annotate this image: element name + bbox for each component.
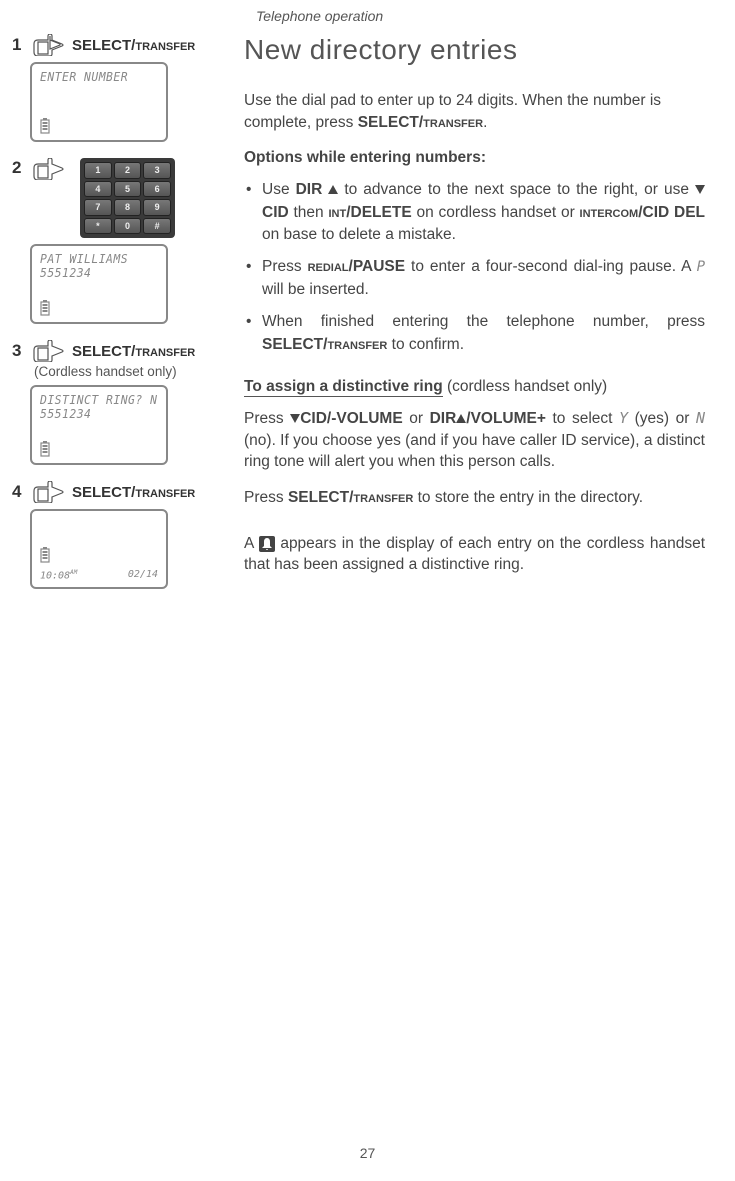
key: 0 bbox=[114, 218, 142, 235]
option-item: Press redial/PAUSE to enter a four-secon… bbox=[244, 256, 705, 301]
key: 6 bbox=[143, 181, 171, 198]
step-sublabel: (Cordless handset only) bbox=[34, 364, 222, 379]
lcd-line: ENTER NUMBER bbox=[40, 70, 152, 84]
option-item: When finished entering the telephone num… bbox=[244, 311, 705, 356]
step-number: 3 bbox=[12, 341, 26, 361]
page-title: New directory entries bbox=[244, 34, 705, 66]
step-number: 1 bbox=[12, 35, 26, 55]
intro-paragraph: Use the dial pad to enter up to 24 digit… bbox=[244, 90, 705, 133]
pointing-hand-icon bbox=[32, 34, 66, 56]
pointing-hand-icon bbox=[32, 481, 66, 503]
pointing-hand-icon bbox=[32, 340, 66, 362]
down-arrow-icon bbox=[695, 185, 705, 194]
battery-icon bbox=[40, 118, 50, 134]
steps-column: 1 SELECT/transfer ENTER NUMBER bbox=[12, 34, 222, 605]
up-arrow-icon bbox=[328, 185, 338, 194]
options-header: Options while entering numbers: bbox=[244, 147, 705, 169]
lcd-line: 5551234 bbox=[40, 407, 152, 421]
battery-icon bbox=[40, 547, 50, 563]
key: 3 bbox=[143, 162, 171, 179]
lcd-screen-1: ENTER NUMBER bbox=[30, 62, 168, 142]
distinctive-p3: A appears in the display of each entry o… bbox=[244, 533, 705, 576]
content-column: New directory entries Use the dial pad t… bbox=[244, 34, 705, 605]
bell-icon bbox=[259, 536, 275, 552]
down-arrow-icon bbox=[290, 414, 300, 423]
key: 1 bbox=[84, 162, 112, 179]
key: 8 bbox=[114, 199, 142, 216]
battery-icon bbox=[40, 300, 50, 316]
lcd-screen-2: PAT WILLIAMS 5551234 bbox=[30, 244, 168, 324]
key: # bbox=[143, 218, 171, 235]
lcd-line: DISTINCT RING? N bbox=[40, 393, 152, 407]
battery-icon bbox=[40, 441, 50, 457]
section-header: Telephone operation bbox=[256, 8, 705, 24]
step-3: 3 SELECT/transfer (Cordless handset only… bbox=[12, 340, 222, 465]
lcd-screen-4: 10:08AM 02/14 bbox=[30, 509, 168, 589]
step-number: 4 bbox=[12, 482, 26, 502]
option-item: Use DIR to advance to the next space to … bbox=[244, 179, 705, 246]
step-2: 2 1 2 3 4 5 6 7 8 9 * bbox=[12, 158, 222, 324]
step-label: SELECT/transfer bbox=[72, 484, 195, 501]
key: 7 bbox=[84, 199, 112, 216]
lcd-screen-3: DISTINCT RING? N 5551234 bbox=[30, 385, 168, 465]
page-number: 27 bbox=[0, 1145, 735, 1161]
step-label: SELECT/transfer bbox=[72, 37, 195, 54]
step-label: SELECT/transfer bbox=[72, 343, 195, 360]
key: 2 bbox=[114, 162, 142, 179]
distinctive-ring-header: To assign a distinctive ring (cordless h… bbox=[244, 376, 705, 398]
key: 5 bbox=[114, 181, 142, 198]
lcd-date: 02/14 bbox=[128, 569, 158, 581]
step-number: 2 bbox=[12, 158, 26, 178]
step-1: 1 SELECT/transfer ENTER NUMBER bbox=[12, 34, 222, 142]
key: 4 bbox=[84, 181, 112, 198]
pointing-hand-icon bbox=[32, 158, 66, 180]
options-list: Use DIR to advance to the next space to … bbox=[244, 179, 705, 356]
distinctive-p2: Press SELECT/transfer to store the entry… bbox=[244, 487, 705, 509]
key: 9 bbox=[143, 199, 171, 216]
key: * bbox=[84, 218, 112, 235]
lcd-line: PAT WILLIAMS bbox=[40, 252, 152, 266]
step-4: 4 SELECT/transfer 10:08AM 02/14 bbox=[12, 481, 222, 589]
distinctive-p1: Press CID/-VOLUME or DIR/VOLUME+ to sele… bbox=[244, 408, 705, 473]
lcd-time: 10:08AM bbox=[40, 569, 77, 581]
up-arrow-icon bbox=[456, 414, 466, 423]
lcd-line: 5551234 bbox=[40, 266, 152, 280]
phone-keypad: 1 2 3 4 5 6 7 8 9 * 0 # bbox=[80, 158, 175, 238]
